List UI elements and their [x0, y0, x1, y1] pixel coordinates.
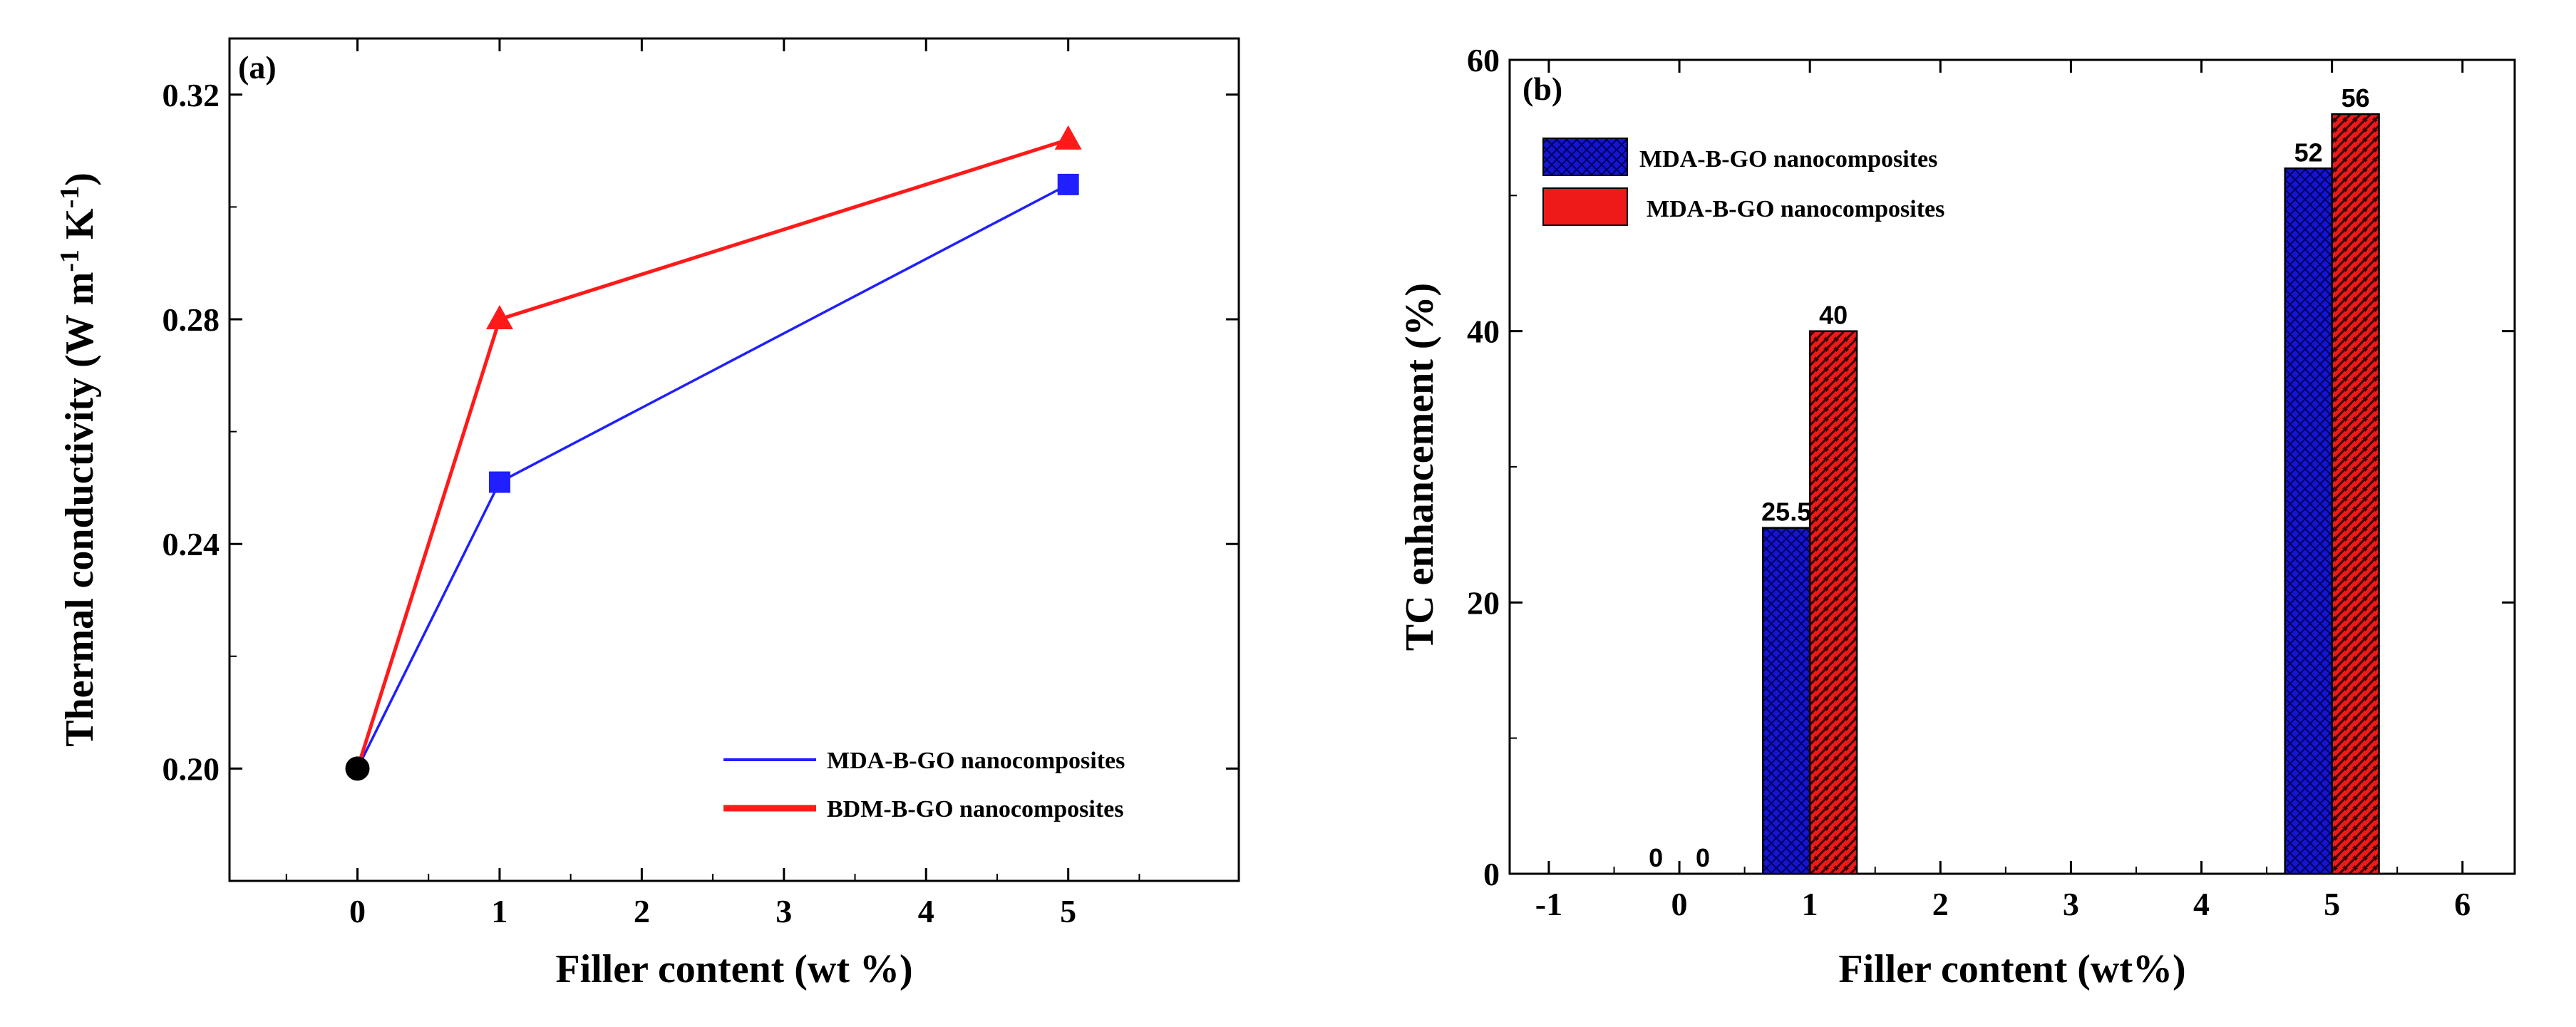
x-tick-label: 0 [1671, 886, 1688, 922]
x-tick-label: 3 [776, 893, 792, 929]
baseline-circle-point [345, 756, 370, 781]
x-tick-label: 2 [1932, 886, 1949, 922]
y-tick-label: 0.24 [163, 526, 220, 562]
x-tick-label: 5 [2324, 886, 2340, 922]
y-tick-label: 0.28 [163, 301, 220, 338]
bar-value-label: 40 [1819, 301, 1848, 330]
panel-b-bars [1761, 113, 2380, 875]
y-tick-label: 60 [1467, 42, 1500, 78]
panel-b-legend: MDA-B-GO nanocomposites MDA-B-GO nanocom… [1542, 138, 1944, 226]
bar-value-label: 52 [2294, 138, 2323, 167]
y-tick-label: 40 [1467, 314, 1500, 350]
x-tick-label: 4 [918, 893, 934, 929]
y-axis-title-base: Thermal conductivity (W m [58, 272, 102, 747]
panel-a-series-markers [345, 125, 1082, 781]
x-tick-label: 1 [491, 893, 508, 929]
panel-b-x-tick-labels: -1 0 1 2 3 4 5 6 [1535, 886, 2471, 922]
blue-bar [2284, 167, 2333, 875]
series-line-bdm [356, 138, 1069, 770]
x-tick-label: 6 [2454, 886, 2471, 922]
x-tick-label: 2 [634, 893, 650, 929]
panel-a-legend: MDA-B-GO nanocomposites BDM-B-GO nanocom… [723, 748, 1125, 822]
panel-b-x-axis-title: Filler content (wt%) [1838, 947, 2185, 991]
legend-label-mda: MDA-B-GO nanocomposites [827, 748, 1125, 774]
panel-b-bar-value-labels: 0 0 25.5 40 52 56 [1649, 83, 2370, 872]
x-tick-label: 1 [1802, 886, 1818, 922]
y-axis-title-close: ) [58, 172, 102, 186]
bar-value-label: 0 [1649, 843, 1663, 872]
bdm-triangle-point [1054, 125, 1082, 150]
y-tick-label: 0 [1483, 856, 1500, 892]
bar-value-label: 56 [2341, 83, 2370, 113]
panel-a-label: (a) [238, 49, 277, 86]
y-tick-label: 0.20 [163, 750, 220, 787]
panel-a-line-chart: 0 1 2 3 4 5 0.20 0.24 0.28 0.32 (a) Filler conte… [55, 37, 1240, 991]
x-tick-label: -1 [1535, 886, 1562, 922]
y-tick-label: 20 [1467, 584, 1500, 621]
bdm-triangle-point [485, 305, 513, 329]
panel-a-ticks [230, 38, 1239, 882]
mda-square-point [1057, 173, 1079, 195]
panel-a-y-axis-title: Thermal conductivity (W m-1 K-1) [55, 172, 102, 747]
red-bar [1808, 330, 1858, 875]
panel-b-y-tick-labels: 0 20 40 60 [1467, 42, 1500, 892]
legend-label-bdm: BDM-B-GO nanocomposites [827, 796, 1124, 822]
y-axis-title-exponent-2: -1 [55, 186, 85, 209]
series-line-mda [356, 183, 1069, 770]
bar-value-label: 25.5 [1761, 497, 1811, 527]
panel-b-y-axis-title: TC enhancement (%) [1398, 283, 1442, 651]
y-axis-title-k: K [58, 208, 102, 249]
panel-a-plot-frame [228, 37, 1240, 882]
panel-a-x-axis-title: Filler content (wt %) [555, 947, 912, 991]
legend-label-series-2: MDA-B-GO nanocomposites [1647, 196, 1944, 222]
legend-label-series-1: MDA-B-GO nanocomposites [1639, 146, 1937, 172]
blue-bar [1761, 527, 1811, 875]
y-tick-label: 0.32 [163, 77, 220, 113]
red-bar [2331, 113, 2380, 875]
legend-swatch-red-bar [1542, 187, 1628, 226]
mda-square-point [488, 471, 510, 493]
x-tick-label: 0 [349, 893, 366, 929]
panel-b-ticks [1510, 58, 2515, 875]
panel-b-label: (b) [1523, 71, 1562, 107]
legend-swatch-blue-bar [1542, 138, 1628, 176]
x-tick-label: 3 [2063, 886, 2079, 922]
x-tick-label: 5 [1060, 893, 1076, 929]
panel-a-x-tick-labels: 0 1 2 3 4 5 [349, 893, 1076, 929]
panel-a-y-tick-labels: 0.20 0.24 0.28 0.32 [163, 77, 220, 788]
bar-value-label: 0 [1696, 843, 1710, 872]
y-axis-title-exponent-1: -1 [55, 249, 85, 272]
panel-a-series-lines [356, 138, 1069, 770]
x-tick-label: 4 [2193, 886, 2210, 922]
